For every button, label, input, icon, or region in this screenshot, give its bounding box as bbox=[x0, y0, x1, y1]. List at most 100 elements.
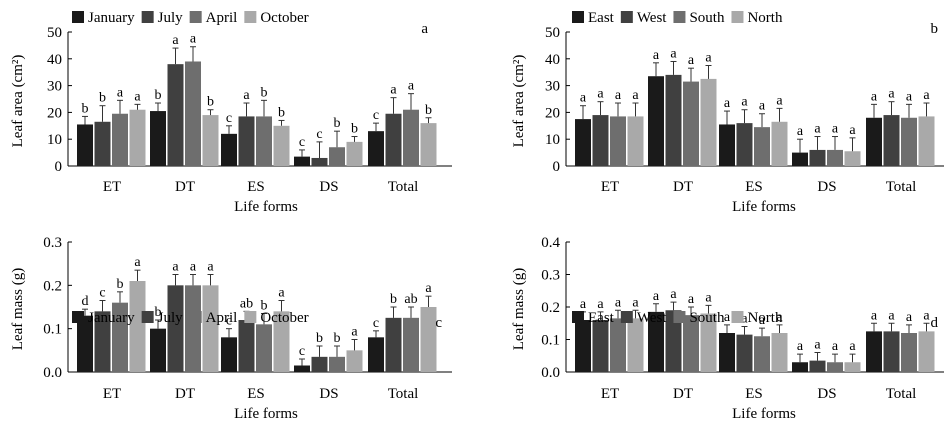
bar-south-es bbox=[754, 336, 770, 372]
bar-south-dt bbox=[683, 81, 699, 166]
y-tick-label: 0.3 bbox=[541, 268, 560, 284]
significance-letter: a bbox=[688, 53, 695, 68]
bar-north-ds bbox=[844, 151, 861, 166]
significance-letter: a bbox=[134, 89, 141, 104]
significance-letter: a bbox=[688, 292, 695, 307]
y-tick-label: 0.4 bbox=[541, 235, 560, 251]
significance-letter: a bbox=[871, 308, 878, 323]
significance-letter: a bbox=[632, 88, 639, 103]
bar-july-ds bbox=[311, 157, 328, 166]
significance-letter: a bbox=[653, 289, 660, 304]
x-axis-label: Life forms bbox=[732, 199, 796, 215]
bar-january-et bbox=[77, 124, 93, 166]
legend-label-south: South bbox=[689, 310, 725, 326]
legend-swatch-january bbox=[72, 311, 84, 323]
bar-west-es bbox=[736, 123, 753, 166]
bar-east-es bbox=[719, 333, 735, 372]
bar-april-ds bbox=[329, 147, 345, 166]
bar-january-ds bbox=[294, 156, 310, 166]
bar-january-total bbox=[368, 131, 384, 166]
bar-october-ds bbox=[346, 141, 363, 166]
bar-april-es bbox=[256, 116, 272, 166]
significance-letter: a bbox=[172, 33, 179, 48]
bar-north-dt bbox=[700, 78, 717, 166]
significance-letter: b bbox=[261, 299, 268, 314]
bar-west-total bbox=[883, 331, 900, 372]
significance-letter: a bbox=[172, 260, 179, 275]
significance-letter: a bbox=[207, 260, 214, 275]
bar-july-total bbox=[385, 113, 402, 166]
y-tick-label: 20 bbox=[47, 105, 62, 121]
bar-north-dt bbox=[700, 313, 717, 372]
x-tick-label: Total bbox=[886, 386, 917, 402]
significance-letter: a bbox=[888, 308, 895, 323]
significance-letter: b bbox=[334, 331, 341, 346]
bar-july-et bbox=[94, 121, 111, 166]
bar-april-ds bbox=[329, 356, 345, 372]
x-tick-label: Total bbox=[886, 179, 917, 195]
significance-letter: a bbox=[888, 87, 895, 102]
significance-letter: a bbox=[849, 339, 856, 354]
significance-letter: a bbox=[597, 297, 604, 312]
y-tick-label: 0.2 bbox=[541, 300, 560, 316]
significance-letter: b bbox=[261, 85, 268, 100]
bar-january-et bbox=[77, 315, 93, 372]
significance-letter: a bbox=[724, 310, 731, 325]
significance-letter: a bbox=[670, 287, 677, 302]
y-tick-label: 30 bbox=[545, 79, 560, 95]
bar-october-ds bbox=[346, 350, 363, 372]
bar-west-ds bbox=[809, 149, 826, 166]
significance-letter: b bbox=[99, 91, 106, 106]
bar-east-et bbox=[575, 320, 591, 372]
legend-label-east: East bbox=[588, 10, 615, 26]
legend-swatch-east bbox=[572, 11, 584, 23]
significance-letter: a bbox=[653, 48, 660, 63]
significance-letter: a bbox=[580, 91, 587, 106]
significance-letter: a bbox=[797, 124, 804, 139]
bar-west-dt bbox=[665, 74, 682, 166]
bar-north-total bbox=[918, 116, 935, 166]
significance-letter: b bbox=[207, 95, 214, 110]
x-axis-label: Life forms bbox=[732, 406, 796, 422]
bar-april-total bbox=[403, 317, 419, 372]
legend-swatch-october bbox=[244, 11, 257, 23]
y-axis-label: Leaf area (cm²) bbox=[10, 55, 26, 148]
significance-letter: c bbox=[226, 111, 232, 126]
legend-swatch-south bbox=[673, 11, 686, 23]
bar-west-et bbox=[592, 115, 609, 166]
significance-letter: a bbox=[278, 286, 285, 301]
significance-letter: a bbox=[797, 339, 804, 354]
significance-letter: a bbox=[832, 122, 839, 137]
bar-april-es bbox=[256, 324, 272, 372]
y-tick-label: 0.0 bbox=[43, 365, 62, 381]
bar-south-ds bbox=[827, 362, 843, 372]
significance-letter: a bbox=[580, 297, 587, 312]
significance-letter: a bbox=[425, 281, 432, 296]
x-tick-label: ET bbox=[103, 179, 121, 195]
y-tick-label: 10 bbox=[545, 132, 560, 148]
bar-january-dt bbox=[150, 328, 166, 372]
significance-letter: a bbox=[741, 312, 748, 327]
legend-label-north: North bbox=[747, 310, 782, 326]
significance-letter: a bbox=[776, 310, 783, 325]
x-tick-label: DS bbox=[319, 179, 338, 195]
significance-letter: a bbox=[814, 338, 821, 353]
y-tick-label: 40 bbox=[47, 52, 62, 68]
significance-letter: a bbox=[906, 310, 913, 325]
y-axis-label: Leaf mass (g) bbox=[511, 268, 527, 350]
bar-west-es bbox=[736, 334, 753, 372]
bar-april-et bbox=[112, 302, 128, 372]
x-tick-label: DT bbox=[175, 179, 195, 195]
bar-west-ds bbox=[809, 360, 826, 372]
significance-letter: a bbox=[632, 295, 639, 310]
significance-letter: b bbox=[390, 292, 397, 307]
legend-swatch-april bbox=[189, 11, 202, 23]
x-tick-label: ES bbox=[745, 386, 763, 402]
significance-letter: a bbox=[615, 88, 622, 103]
bar-april-total bbox=[403, 109, 419, 166]
legend-swatch-east bbox=[572, 311, 584, 323]
y-tick-label: 0.3 bbox=[43, 235, 62, 251]
significance-letter: b bbox=[117, 277, 124, 292]
